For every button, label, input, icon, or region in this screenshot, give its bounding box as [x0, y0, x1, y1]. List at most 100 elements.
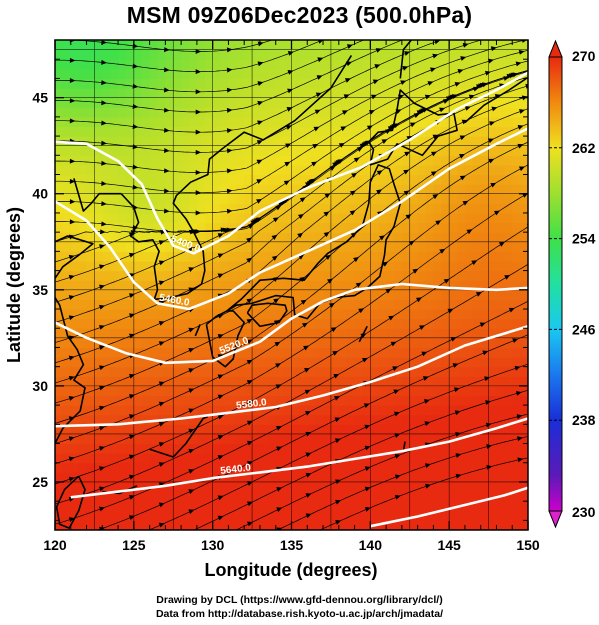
temperature-cell	[189, 107, 198, 118]
temperature-cell	[118, 136, 127, 147]
temperature-cell	[212, 405, 222, 416]
temperature-cell	[449, 59, 458, 70]
temperature-cell	[401, 453, 411, 464]
temperature-cell	[94, 318, 103, 329]
temperature-cell	[291, 453, 300, 464]
temperature-cell	[275, 136, 285, 147]
wind-arrow	[518, 49, 525, 55]
temperature-cell	[165, 328, 174, 339]
temperature-cell	[55, 289, 64, 301]
temperature-cell	[189, 97, 198, 108]
temperature-cell	[417, 212, 427, 224]
temperature-cell	[346, 395, 356, 406]
temperature-cell	[480, 472, 490, 483]
temperature-cell	[118, 270, 127, 281]
temperature-cell	[149, 184, 159, 195]
wind-arrow	[525, 83, 528, 89]
temperature-cell	[496, 97, 505, 108]
temperature-cell	[433, 318, 442, 329]
temperature-cell	[488, 222, 498, 233]
temperature-cell	[307, 212, 316, 224]
temperature-cell	[354, 433, 364, 445]
temperature-cell	[157, 232, 166, 243]
temperature-cell	[204, 299, 214, 310]
temperature-cell	[149, 357, 159, 368]
temperature-cell	[464, 472, 474, 483]
temperature-cell	[488, 78, 498, 89]
wind-arrow	[400, 80, 407, 86]
temperature-cell	[323, 376, 332, 387]
wind-arrow	[287, 69, 294, 75]
temperature-cell	[433, 68, 442, 80]
temperature-cell	[228, 385, 237, 397]
temperature-cell	[70, 501, 80, 512]
temperature-cell	[323, 68, 332, 80]
temperature-cell	[275, 491, 285, 502]
temperature-cell	[378, 97, 387, 108]
temperature-cell	[141, 155, 151, 166]
temperature-cell	[480, 164, 490, 176]
temperature-cell	[244, 289, 253, 301]
temperature-cell	[118, 280, 127, 291]
temperature-cell	[441, 116, 450, 128]
temperature-cell	[62, 260, 72, 272]
temperature-cell	[149, 174, 159, 185]
temperature-cell	[283, 116, 293, 128]
temperature-cell	[330, 520, 340, 530]
temperature-cell	[86, 280, 96, 291]
temperature-cell	[520, 462, 528, 473]
temperature-cell	[259, 462, 269, 473]
temperature-cell	[330, 481, 340, 493]
temperature-cell	[252, 395, 261, 406]
wind-arrow	[188, 347, 195, 353]
temperature-cell	[504, 136, 513, 147]
temperature-cell	[488, 40, 498, 51]
temperature-cell	[323, 107, 332, 118]
temperature-cell	[488, 414, 498, 425]
temperature-cell	[283, 472, 293, 483]
temperature-cell	[370, 241, 379, 252]
temperature-cell	[173, 376, 182, 387]
temperature-cell	[267, 289, 277, 301]
temperature-cell	[449, 164, 458, 176]
temperature-cell	[125, 116, 135, 128]
temperature-cell	[267, 491, 277, 502]
temperature-cell	[212, 520, 222, 530]
wind-arrow	[217, 515, 224, 521]
temperature-cell	[141, 433, 151, 445]
wind-arrow	[424, 421, 431, 426]
temperature-cell	[464, 280, 474, 291]
temperature-cell	[173, 328, 182, 339]
temperature-cell	[338, 424, 348, 435]
temperature-cell	[283, 414, 293, 425]
wind-arrow	[540, 64, 546, 70]
temperature-cell	[504, 357, 513, 368]
temperature-cell	[196, 116, 206, 128]
wind-arrow	[404, 151, 411, 157]
temperature-cell	[354, 405, 364, 416]
temperature-cell	[291, 155, 300, 166]
temperature-cell	[141, 337, 151, 349]
temperature-cell	[330, 155, 340, 166]
temperature-cell	[354, 510, 364, 521]
temperature-cell	[220, 116, 230, 128]
temperature-cell	[417, 501, 427, 512]
temperature-cell	[409, 453, 419, 464]
temperature-cell	[78, 385, 88, 397]
temperature-cell	[346, 385, 356, 397]
temperature-cell	[283, 289, 293, 301]
temperature-cell	[196, 174, 206, 185]
temperature-cell	[401, 501, 411, 512]
temperature-cell	[86, 59, 96, 70]
temperature-cell	[181, 424, 190, 435]
wind-arrow	[129, 293, 136, 298]
temperature-cell	[70, 203, 80, 214]
temperature-cell	[212, 510, 222, 521]
temperature-cell	[157, 251, 166, 262]
temperature-cell	[86, 136, 96, 147]
temperature-cell	[449, 491, 458, 502]
temperature-cell	[323, 385, 332, 397]
temperature-cell	[149, 405, 159, 416]
temperature-cell	[315, 491, 324, 502]
temperature-cell	[283, 107, 293, 118]
